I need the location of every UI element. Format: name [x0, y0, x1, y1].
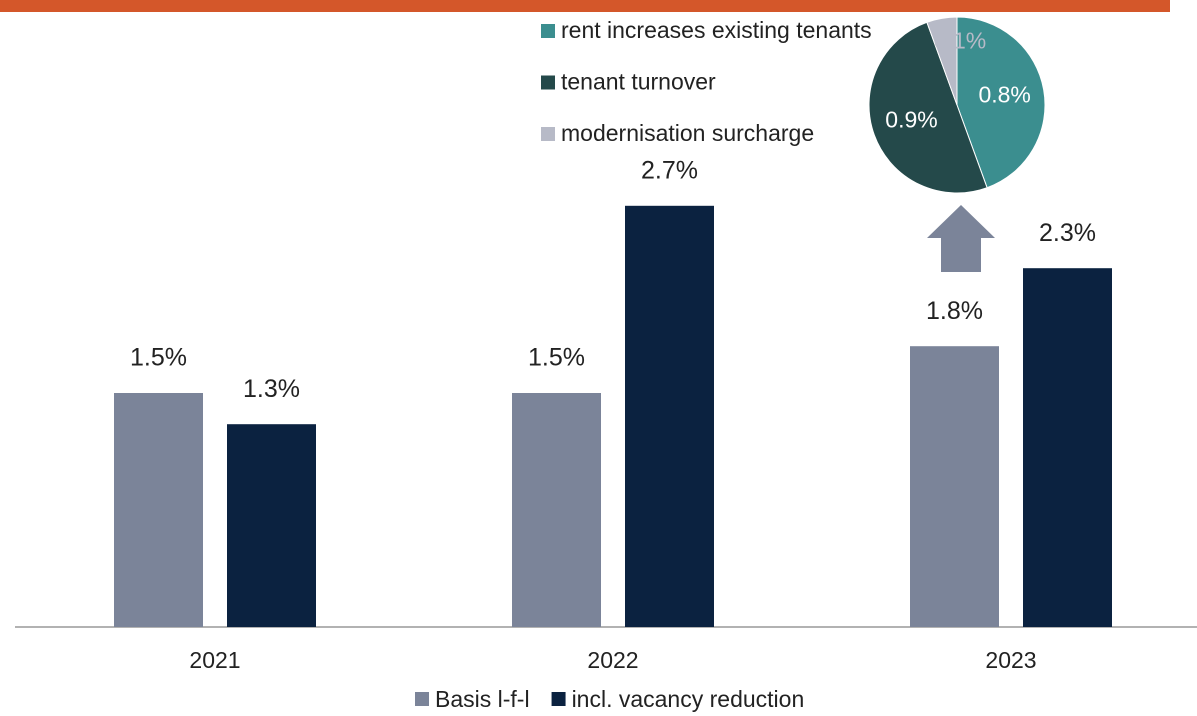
pie-slice — [926, 16, 958, 106]
value-label: 2.7% — [641, 156, 698, 184]
bar — [227, 424, 316, 627]
bar — [114, 393, 203, 627]
value-label: 1.5% — [130, 344, 187, 372]
legend-label: Basis l-f-l — [435, 686, 530, 712]
bar — [1023, 268, 1112, 627]
x-tick-label: 2021 — [189, 647, 240, 673]
pie-value-label: 0.9% — [885, 107, 937, 133]
bar — [625, 205, 714, 628]
legend-swatch — [541, 75, 555, 90]
pie-value-label: 0.1% — [934, 28, 986, 54]
value-label: 1.8% — [926, 297, 983, 325]
arrow — [927, 205, 995, 272]
pie-value-label: 0.8% — [978, 82, 1030, 108]
bar — [512, 393, 601, 627]
legend-label: incl. vacancy reduction — [572, 686, 805, 712]
legend-swatch — [541, 24, 555, 38]
legend-swatch — [551, 692, 566, 706]
legend-label: modernisation surcharge — [561, 120, 814, 146]
header-bar — [0, 0, 1170, 12]
legend-swatch — [541, 127, 555, 141]
value-label: 1.5% — [528, 344, 585, 372]
legend-label: tenant turnover — [561, 69, 716, 95]
pie-slice — [868, 21, 988, 194]
x-tick-label: 2022 — [587, 647, 638, 673]
pie-slice — [956, 16, 1046, 189]
value-label: 1.3% — [243, 375, 300, 403]
legend-swatch — [415, 692, 429, 706]
x-tick-label: 2023 — [985, 647, 1036, 673]
bar — [910, 346, 999, 627]
legend-label: rent increases existing tenants — [561, 17, 872, 43]
value-label: 2.3% — [1039, 219, 1096, 247]
